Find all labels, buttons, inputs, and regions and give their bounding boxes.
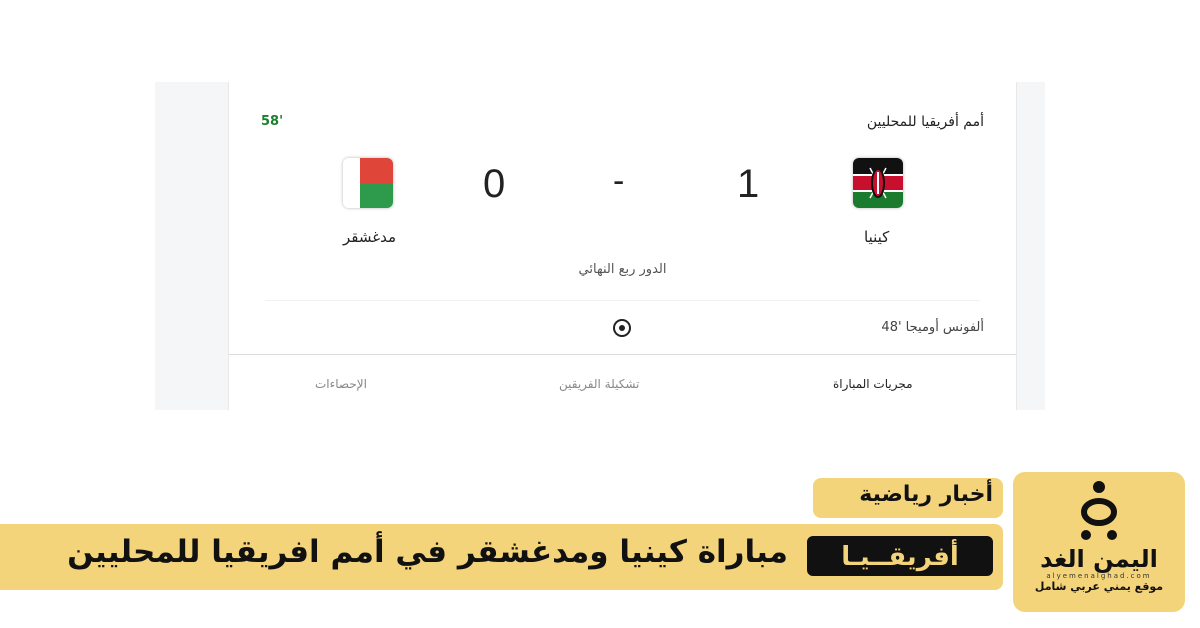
- match-tabs: مجريات المباراة تشكيلة الفريقين الإحصاءا…: [229, 354, 1016, 410]
- match-round: الدور ربع النهائي: [578, 262, 667, 277]
- headline-banner: أفريقــيـا مباراة كينيا ومدغشقر في أمم ا…: [0, 524, 1003, 590]
- kenya-flag-icon: [853, 158, 903, 208]
- region-badge: أفريقــيـا: [805, 534, 995, 578]
- away-score: 0: [483, 162, 506, 206]
- divider: [265, 300, 980, 301]
- home-score: 1: [737, 162, 760, 206]
- madagascar-flag-icon: [343, 158, 393, 208]
- logo-url: alyemenalghad.com: [1046, 572, 1152, 580]
- site-logo: اليمن الغد alyemenalghad.com موقع يمني ع…: [1013, 472, 1185, 612]
- logo-mark-icon: [1081, 481, 1117, 540]
- match-card: أمم أفريقيا للمحليين 58' 1 - 0 كينيا مدغ…: [228, 82, 1017, 410]
- tab-stats[interactable]: الإحصاءات: [315, 377, 367, 391]
- away-team-name[interactable]: مدغشقر: [343, 228, 396, 246]
- tab-match-events[interactable]: مجريات المباراة: [833, 377, 913, 391]
- football-icon: [613, 319, 631, 337]
- match-minute: 58': [261, 114, 284, 129]
- logo-name: اليمن الغد: [1040, 545, 1158, 573]
- goal-event: ألفونس أوميجا '48: [881, 320, 984, 335]
- logo-tagline: موقع يمني عربي شامل: [1034, 580, 1164, 593]
- home-team-name[interactable]: كينيا: [864, 228, 890, 246]
- category-tag: أخبار رياضية: [813, 478, 1003, 518]
- match-screenshot: أمم أفريقيا للمحليين 58' 1 - 0 كينيا مدغ…: [155, 82, 1045, 410]
- score-separator: -: [613, 162, 625, 200]
- competition-title: أمم أفريقيا للمحليين: [866, 114, 984, 130]
- tab-lineups[interactable]: تشكيلة الفريقين: [559, 377, 640, 391]
- headline: مباراة كينيا ومدغشقر في أمم افريقيا للمح…: [67, 534, 788, 570]
